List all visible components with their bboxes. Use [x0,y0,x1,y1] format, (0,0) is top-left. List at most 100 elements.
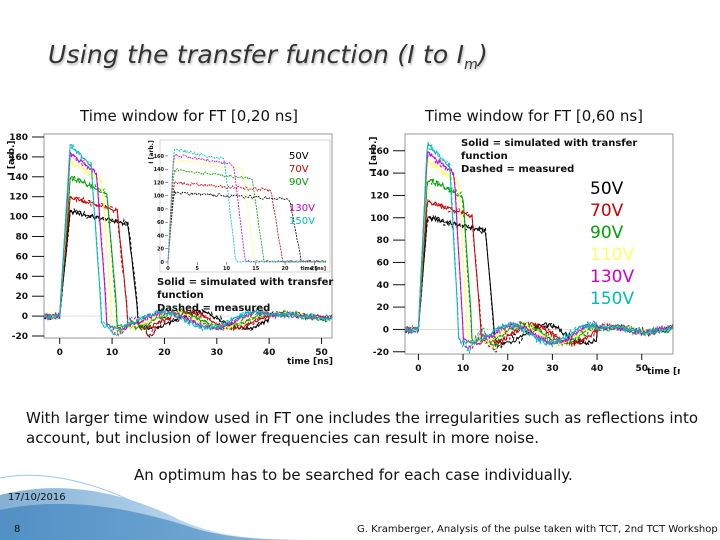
y-tick-label: 80 [15,232,28,242]
x-tick-label: 10 [106,348,119,358]
inset-y-tick-label: 60 [157,220,164,226]
y-tick-label: 120 [370,191,389,201]
x-tick-label: 40 [591,364,604,374]
inset-y-tick-label: 20 [157,247,164,253]
inset-ylabel: I [arb.] [148,140,155,164]
left-annotation-line2: function [157,290,204,301]
series-150V-simulated [404,141,674,345]
inset-y-tick-label: 40 [157,233,164,239]
inset-series-110V [167,158,327,263]
y-tick-label: 20 [15,292,28,302]
series-90V-measured [404,177,674,351]
legend-150V: 150V [590,289,635,309]
body-conclusion: An optimum has to be searched for each c… [134,466,573,484]
series-150V-measured [43,142,332,338]
x-tick-label: 50 [635,364,648,374]
right-xlabel: time [ns] [647,367,680,377]
chart-right: -20 0 20 40 60 80 100 120 140 160 0 10 20 30 40 50 I [a… [369,133,680,377]
inset-series-90V [167,167,327,263]
inset-y-tick-label: 140 [154,167,165,173]
left-series [43,142,333,339]
inset-x-tick-label: 25 [311,266,318,272]
x-tick-label: 10 [457,364,470,374]
right-ylabel: I [arb.] [369,136,379,171]
x-tick-label: 0 [57,348,63,358]
x-tick-label: 30 [546,364,559,374]
decorative-wave [0,474,330,540]
inset-series-130V [167,153,327,263]
inset-x-tick-label: 20 [282,266,289,272]
inset-legend-70V: 70V [289,164,309,175]
series-150V-measured [404,143,673,355]
left-inset: 0 20 40 60 80 100 120 140 160 0 5 10 15 20 25 I [arb.]… [148,139,331,273]
y-tick-label: 160 [9,153,28,163]
legend-110V: 110V [590,245,635,265]
inset-x-tick-label: 0 [166,266,170,272]
chart-left-title: Time window for FT [0,20 ns] [80,107,299,125]
y-tick-label: 140 [370,169,389,179]
y-tick-label: -20 [373,348,389,358]
inset-y-tick-label: 100 [154,194,165,200]
footer-citation: G. Kramberger, Analysis of the pulse tak… [357,524,718,535]
right-annotation-line1: Solid = simulated with transfer [461,138,637,149]
y-tick-label: 120 [9,193,28,203]
left-annotation-line1: Solid = simulated with transfer [157,277,333,288]
right-legend: 50V 70V 90V 110V 130V 150V [590,178,634,310]
x-tick-label: 20 [501,364,514,374]
slide-title: Using the transfer function (I to Im) [48,40,488,73]
inset-y-tick-label: 80 [157,207,164,213]
footer-page-number: 8 [14,524,21,535]
right-annotation-line2: function [461,151,508,162]
y-tick-label: 40 [15,272,28,282]
inset-y-tick-label: 120 [154,180,165,186]
y-tick-label: 140 [9,173,28,183]
title-main: Using the transfer function (I to I [48,40,465,69]
series-70V-measured [404,197,674,353]
inset-y-tick-label: 0 [161,260,165,266]
x-tick-label: 0 [415,364,421,374]
inset-x-tick-label: 5 [196,266,200,272]
left-xlabel: time [ns] [287,357,333,367]
inset-series-150V [167,148,326,263]
y-tick-label: 0 [383,325,389,335]
y-tick-label: 100 [9,213,28,223]
right-ticks: -20 0 20 40 60 80 100 120 140 160 0 10 20 30 40 50 [370,147,648,374]
y-tick-label: 60 [376,258,389,268]
legend-90V: 90V [590,223,624,243]
inset-y-tick-label: 160 [154,154,165,160]
y-tick-label: 80 [376,236,389,246]
left-annotation-line3: Dashed = measured [157,303,270,314]
footer-date: 17/10/2016 [8,492,66,503]
inset-legend-90V: 90V [289,177,309,188]
series-90V-measured [43,173,333,335]
legend-50V: 50V [590,179,624,199]
legend-130V: 130V [590,267,635,287]
y-tick-label: 100 [370,214,389,224]
inset-x-tick-label: 10 [223,266,230,272]
inset-series-50V [167,189,326,263]
inset-legend-50V: 50V [289,151,309,162]
legend-70V: 70V [590,201,624,221]
x-tick-label: 50 [315,348,328,358]
title-subscript: m [464,57,478,73]
inset-xlabel: time [ns] [300,266,326,272]
left-ylabel: I [arb.] [7,140,17,175]
inset-x-tick-label: 15 [252,266,259,272]
right-series [404,141,674,355]
y-tick-label: 60 [15,252,28,262]
right-annotation-line3: Dashed = measured [461,164,574,175]
title-end: ) [478,40,488,69]
y-tick-label: -20 [12,332,28,342]
y-tick-label: 0 [22,312,28,322]
x-tick-label: 20 [158,348,171,358]
y-tick-label: 180 [9,133,28,143]
inset-legend-150V: 150V [289,216,315,227]
y-tick-label: 40 [376,281,389,291]
series-110V-measured [404,159,674,351]
y-tick-label: 20 [376,303,389,313]
y-tick-label: 160 [370,147,389,157]
series-150V-simulated [43,144,333,331]
x-tick-label: 40 [263,348,276,358]
x-tick-label: 30 [211,348,224,358]
